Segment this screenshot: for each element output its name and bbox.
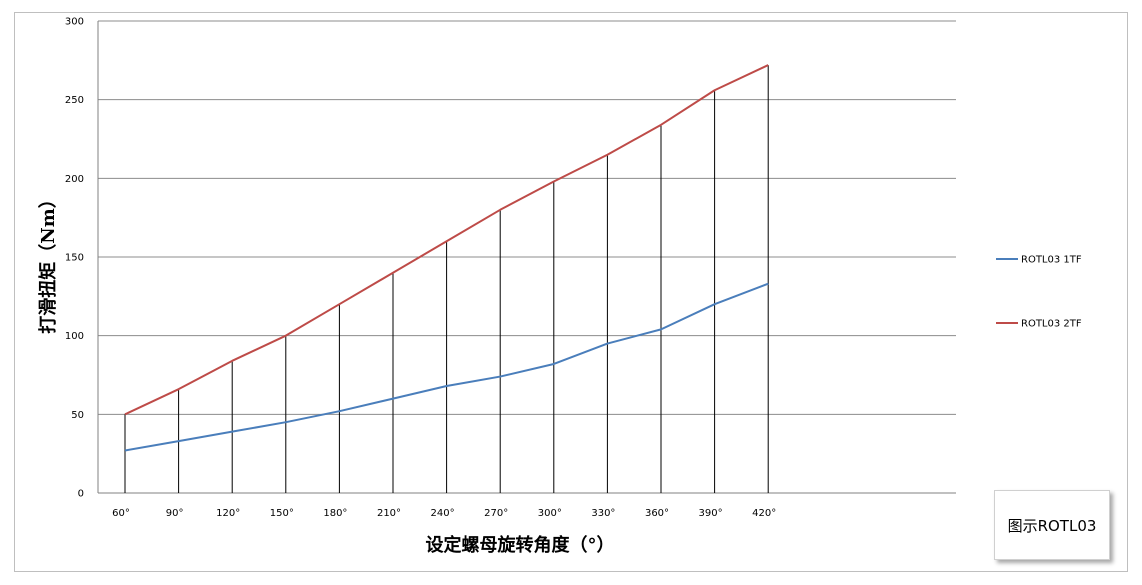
x-tick-label: 240° (431, 508, 455, 519)
x-tick-label: 150° (270, 508, 294, 519)
y-tick-labels: 0 50 100 150 200 250 300 (65, 17, 84, 500)
x-tick-label: 330° (591, 508, 615, 519)
y-tick-label: 300 (65, 17, 84, 28)
legend-label-2: ROTL03 2TF (1021, 319, 1082, 330)
x-tick-label: 420° (752, 508, 776, 519)
series-line-1 (124, 282, 769, 452)
x-tick-label: 60° (112, 508, 130, 519)
y-tick-label: 100 (65, 331, 84, 342)
y-tick-label: 150 (65, 253, 84, 264)
x-tick-labels: 60° 90° 120° 150° 180° 210° 240° 270° 300° 330° 36… (112, 508, 776, 519)
drop-lines (124, 65, 769, 493)
x-tick-label: 120° (216, 508, 240, 519)
figure-caption: 图示ROTL03 (1007, 516, 1097, 535)
x-tick-label: 90° (166, 508, 184, 519)
legend-label-1: ROTL03 1TF (1021, 255, 1082, 266)
y-tick-label: 200 (65, 174, 84, 185)
y-tick-label: 0 (78, 489, 84, 500)
gridlines (97, 20, 956, 494)
series-lines (124, 64, 769, 452)
x-tick-label: 390° (699, 508, 723, 519)
legend: ROTL03 1TF ROTL03 2TF (996, 255, 1082, 330)
x-tick-label: 300° (538, 508, 562, 519)
figure-caption-box: 图示ROTL03 (994, 490, 1110, 560)
y-axis-label: 打滑扭矩（Nm） (37, 190, 59, 334)
x-axis-label: 设定螺母旋转角度（°） (426, 534, 615, 556)
x-tick-label: 270° (484, 508, 508, 519)
x-tick-label: 360° (645, 508, 669, 519)
x-tick-label: 210° (377, 508, 401, 519)
y-tick-label: 50 (71, 410, 84, 421)
x-tick-label: 180° (323, 508, 347, 519)
series-line-2 (124, 64, 769, 416)
y-tick-label: 250 (65, 95, 84, 106)
chart-frame (14, 12, 1128, 572)
